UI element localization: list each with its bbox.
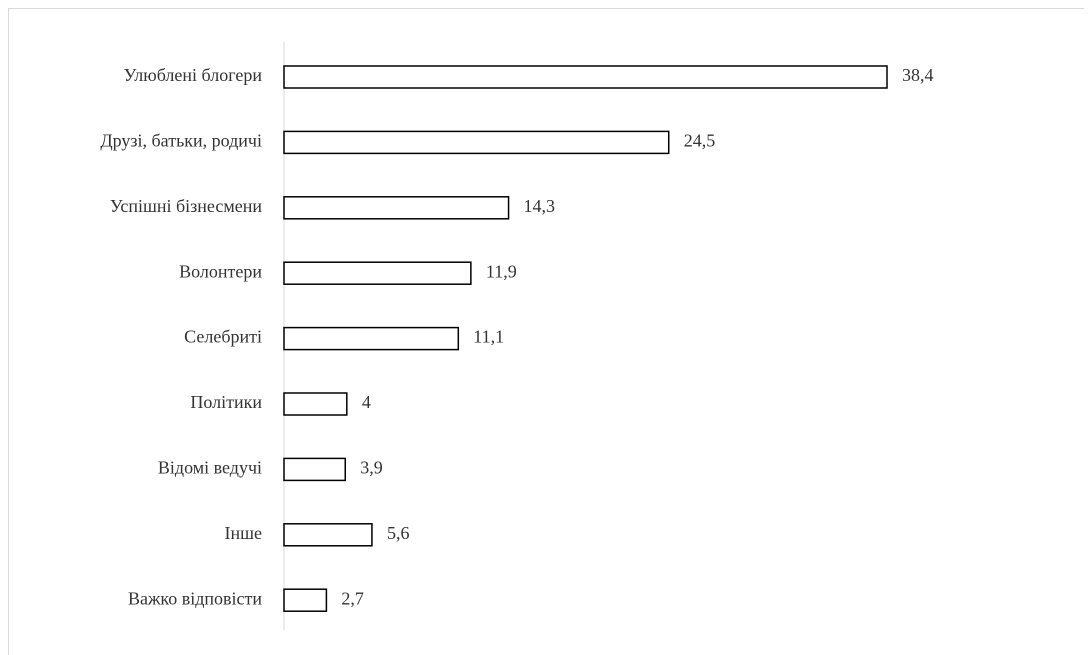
bar — [283, 392, 348, 416]
category-label: Волонтери — [179, 261, 262, 281]
category-label: Політики — [190, 392, 262, 412]
category-label: Відомі ведучі — [158, 458, 262, 478]
data-label: 14,3 — [524, 196, 556, 216]
bar — [283, 326, 460, 351]
category-label: Селебриті — [184, 327, 262, 347]
bar — [283, 261, 472, 285]
data-label: 24,5 — [684, 131, 716, 151]
data-label: 3,9 — [360, 458, 383, 478]
data-label: 11,9 — [486, 261, 517, 281]
bar — [283, 523, 373, 547]
category-label: Інше — [225, 523, 262, 543]
bar — [283, 457, 346, 482]
data-label: 2,7 — [341, 588, 364, 608]
data-label: 38,4 — [902, 65, 934, 85]
bar — [283, 65, 888, 89]
category-label: Улюблені блогери — [124, 65, 263, 85]
data-label: 11,1 — [473, 327, 504, 347]
bars-group: Улюблені блогери 38,4 Друзі, батьки, родич… — [100, 65, 934, 612]
category-label: Успішні бізнесмени — [110, 196, 263, 216]
chart-frame — [8, 8, 1084, 655]
category-label: Важко відповісти — [128, 588, 262, 608]
bar — [283, 588, 328, 612]
category-label: Друзі, батьки, родичі — [100, 131, 262, 151]
bar — [283, 196, 510, 220]
data-label: 5,6 — [387, 523, 410, 543]
bar — [283, 130, 670, 155]
data-label: 4 — [362, 392, 371, 412]
